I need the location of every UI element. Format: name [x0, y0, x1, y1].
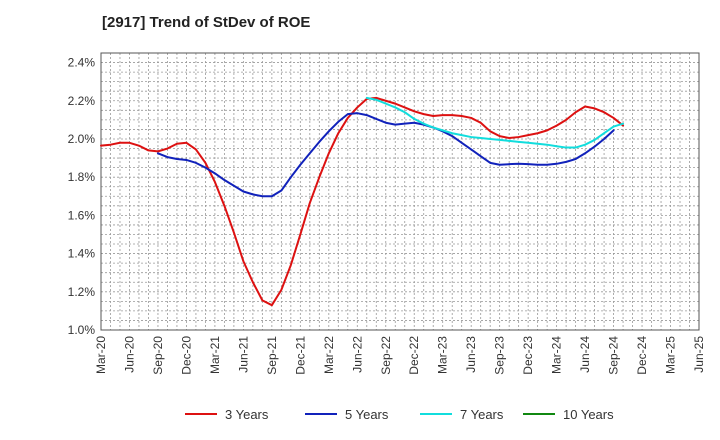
y-tick-label: 1.4%: [68, 247, 96, 261]
x-tick-label: Jun-24: [578, 336, 592, 373]
legend-label: 10 Years: [563, 407, 614, 422]
x-tick-label: Mar-22: [322, 336, 336, 374]
legend-label: 3 Years: [225, 407, 269, 422]
x-tick-label: Dec-23: [521, 336, 535, 375]
y-tick-label: 2.2%: [68, 94, 96, 108]
x-tick-label: Dec-20: [179, 336, 193, 375]
x-axis-ticks: Mar-20 Jun-20 Sep-20 Dec-20 Mar-21 Jun-21 Sep-…: [94, 336, 706, 375]
y-tick-label: 1.8%: [68, 170, 96, 184]
x-tick-label: Jun-22: [350, 336, 364, 373]
series-line-7-years: [365, 96, 625, 149]
x-tick-label: Dec-22: [407, 336, 421, 375]
x-tick-label: Sep-24: [607, 336, 621, 375]
x-tick-label: Mar-23: [436, 336, 450, 374]
x-tick-label: Mar-25: [664, 336, 678, 374]
series-layer: [100, 96, 625, 307]
y-tick-label: 1.6%: [68, 208, 96, 222]
grid-lines: [101, 53, 699, 330]
x-tick-label: Sep-23: [493, 336, 507, 375]
x-tick-label: Sep-21: [265, 336, 279, 375]
x-tick-label: Sep-20: [151, 336, 165, 375]
x-tick-label: Dec-24: [635, 336, 649, 375]
series-line-3-years: [100, 96, 625, 307]
legend: 3 Years 5 Years 7 Years 10 Years: [185, 407, 614, 422]
chart-title: [2917] Trend of StDev of ROE: [102, 14, 311, 31]
x-tick-label: Mar-20: [94, 336, 108, 374]
series-line-5-years: [156, 112, 615, 198]
x-tick-label: Dec-21: [293, 336, 307, 375]
x-tick-label: Jun-25: [692, 336, 706, 373]
y-tick-label: 1.2%: [68, 285, 96, 299]
y-tick-label: 2.4%: [68, 56, 96, 70]
x-tick-label: Mar-21: [208, 336, 222, 374]
x-tick-label: Sep-22: [379, 336, 393, 375]
y-tick-label: 2.0%: [68, 132, 96, 146]
y-axis-ticks: 1.0% 1.2% 1.4% 1.6% 1.8% 2.0% 2.2% 2.4%: [68, 56, 96, 337]
x-tick-label: Jun-21: [236, 336, 250, 373]
x-tick-label: Mar-24: [550, 336, 564, 374]
legend-label: 5 Years: [345, 407, 389, 422]
legend-label: 7 Years: [460, 407, 504, 422]
y-tick-label: 1.0%: [68, 323, 96, 337]
x-tick-label: Jun-23: [464, 336, 478, 373]
plot-area: [100, 52, 700, 331]
x-tick-label: Jun-20: [122, 336, 136, 373]
